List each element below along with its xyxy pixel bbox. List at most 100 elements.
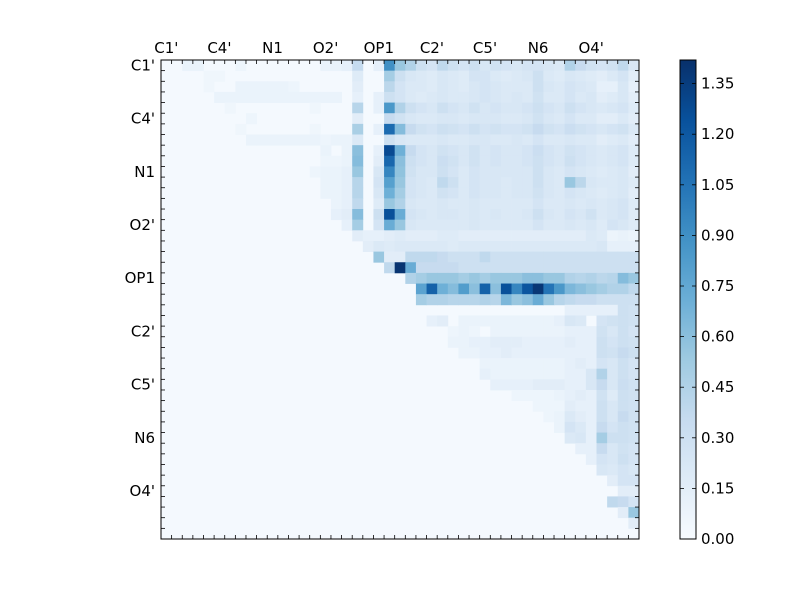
heatmap-cell	[458, 177, 470, 189]
heatmap-cell	[415, 294, 427, 306]
heatmap-cell	[596, 155, 608, 167]
heatmap-cell	[596, 102, 608, 114]
heatmap-cell	[585, 113, 597, 125]
heatmap-cell	[532, 262, 544, 274]
heatmap-cell	[341, 198, 353, 210]
heatmap-cell	[458, 347, 470, 359]
heatmap-cell	[554, 123, 566, 135]
heatmap-cell	[607, 453, 619, 465]
heatmap-cell	[543, 283, 555, 295]
heatmap-cell	[564, 379, 576, 391]
heatmap-cell	[394, 198, 406, 210]
heatmap-cell	[437, 251, 449, 263]
heatmap-cell	[447, 187, 459, 199]
heatmap-cell	[405, 91, 417, 103]
heatmap-cell	[426, 315, 438, 327]
heatmap-cell	[214, 70, 226, 82]
heatmap-cell	[575, 134, 587, 146]
heatmap-cell	[532, 177, 544, 189]
heatmap-cell	[554, 70, 566, 82]
heatmap-cell	[543, 389, 555, 402]
heatmap-cell	[607, 134, 619, 146]
heatmap-cell	[607, 187, 619, 199]
heatmap-cell	[330, 177, 342, 189]
heatmap-cell	[394, 123, 406, 135]
heatmap-cell	[575, 358, 587, 370]
heatmap-cell	[554, 209, 566, 221]
colorbar-tick-label: 1.05	[701, 176, 734, 194]
heatmap-cell	[405, 81, 417, 93]
heatmap-cell	[447, 326, 459, 338]
heatmap-cell	[352, 187, 364, 199]
heatmap-cell	[628, 496, 640, 508]
heatmap-cell	[596, 219, 608, 231]
heatmap-cell	[596, 272, 608, 284]
heatmap-cell	[575, 421, 587, 433]
heatmap-cell	[575, 198, 587, 210]
heatmap-cell	[585, 166, 597, 178]
heatmap-cell	[330, 198, 342, 210]
heatmap-cell	[596, 432, 608, 444]
heatmap-cell	[543, 411, 555, 423]
heatmap-cell	[607, 155, 619, 167]
heatmap-cell	[437, 91, 449, 103]
heatmap-cell	[543, 113, 555, 125]
heatmap-cell	[543, 294, 555, 306]
heatmap-cell	[479, 134, 491, 146]
heatmap-cell	[511, 336, 523, 348]
heatmap-cell	[564, 177, 576, 189]
heatmap-cell	[479, 230, 491, 242]
heatmap-cell	[607, 347, 619, 359]
heatmap-cell	[617, 421, 629, 433]
x-tick-label: O4'	[578, 39, 603, 57]
heatmap-cell	[309, 123, 321, 135]
heatmap-cell	[575, 251, 587, 263]
plot-frame	[160, 59, 640, 540]
heatmap-cell	[554, 166, 566, 178]
heatmap-cell	[596, 123, 608, 135]
heatmap-cell	[564, 219, 576, 231]
colorbar-tick-label: 1.20	[701, 125, 734, 143]
x-tick-label: C5'	[473, 39, 497, 57]
heatmap-cell	[554, 91, 566, 103]
heatmap-cell	[575, 240, 587, 252]
heatmap-cell	[394, 251, 406, 263]
heatmap-cell	[373, 198, 385, 210]
heatmap-cell	[500, 166, 512, 178]
heatmap-cell	[522, 230, 534, 242]
heatmap-cell	[564, 230, 576, 242]
heatmap-cell	[554, 347, 566, 359]
heatmap-cell	[469, 230, 481, 242]
heatmap-cell	[617, 240, 629, 252]
heatmap-cell	[607, 230, 619, 242]
heatmap-cell	[490, 315, 502, 327]
heatmap-cell	[469, 113, 481, 125]
heatmap-cell	[564, 102, 576, 114]
heatmap-cell	[415, 70, 427, 82]
heatmap-cell	[617, 496, 629, 508]
heatmap-cell	[575, 283, 587, 295]
heatmap-cell	[585, 421, 597, 433]
heatmap-cell	[585, 379, 597, 391]
heatmap-cell	[490, 113, 502, 125]
heatmap-cell	[500, 368, 512, 380]
heatmap-cell	[522, 272, 534, 284]
heatmap-cell	[532, 209, 544, 221]
heatmap-cell	[564, 272, 576, 284]
heatmap-cell	[554, 326, 566, 338]
heatmap-cell	[479, 145, 491, 157]
heatmap-cell	[437, 113, 449, 125]
heatmap-cell	[415, 60, 427, 72]
heatmap-cell	[426, 294, 438, 306]
heatmap-cell	[245, 134, 257, 146]
heatmap-cell	[235, 60, 247, 72]
heatmap-cell	[500, 70, 512, 82]
heatmap-cell	[522, 113, 534, 125]
heatmap-cell	[554, 336, 566, 348]
heatmap-cell	[522, 315, 534, 327]
heatmap-cell	[554, 272, 566, 284]
heatmap-cell	[426, 283, 438, 295]
heatmap-cell	[479, 123, 491, 135]
heatmap-cell	[554, 187, 566, 199]
heatmap-cell	[490, 145, 502, 157]
